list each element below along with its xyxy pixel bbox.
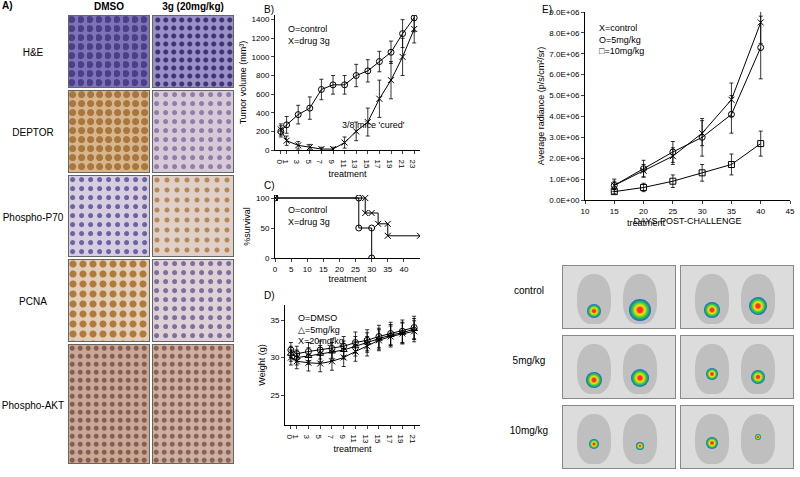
svg-text:5: 5 <box>304 160 313 165</box>
svg-text:7.0E+06: 7.0E+06 <box>549 50 580 59</box>
svg-text:19: 19 <box>396 435 405 444</box>
svg-text:800: 800 <box>256 71 270 80</box>
svg-text:treatment: treatment <box>328 169 367 179</box>
svg-text:0: 0 <box>285 435 294 440</box>
svg-text:13: 13 <box>361 435 370 444</box>
svg-text:2.0E+06: 2.0E+06 <box>549 154 580 163</box>
svg-text:3.0E+06: 3.0E+06 <box>549 133 580 142</box>
svg-text:21: 21 <box>408 435 417 444</box>
svg-text:30: 30 <box>698 207 707 216</box>
svg-text:4.0E+06: 4.0E+06 <box>549 112 580 121</box>
svg-text:3: 3 <box>292 160 301 165</box>
svg-text:O=controlX=drug 3g: O=controlX=drug 3g <box>288 205 330 227</box>
svg-text:1: 1 <box>291 435 300 440</box>
svg-text:15: 15 <box>610 207 619 216</box>
svg-text:40: 40 <box>399 265 408 274</box>
svg-text:8.0E+06: 8.0E+06 <box>549 29 580 38</box>
svg-text:7: 7 <box>326 435 335 440</box>
svg-text:17: 17 <box>373 160 382 169</box>
html-text:DEPTOR: DEPTOR <box>12 127 54 138</box>
svg-text:0: 0 <box>265 254 270 263</box>
svg-text:5: 5 <box>289 265 294 274</box>
html-text:Phospho-P70: Phospho-P70 <box>2 211 64 223</box>
svg-text:35: 35 <box>383 265 392 274</box>
svg-text:20: 20 <box>335 265 344 274</box>
svg-text:0: 0 <box>275 160 284 165</box>
svg-text:0.0E+00: 0.0E+00 <box>549 196 580 205</box>
svg-text:13: 13 <box>350 160 359 169</box>
svg-text:C): C) <box>264 180 275 191</box>
svg-text:3: 3 <box>302 435 311 440</box>
svg-text:3/8 mice 'cured': 3/8 mice 'cured' <box>342 120 405 130</box>
html-text:Phospho-AKT: Phospho-AKT <box>1 399 65 411</box>
svg-text:O=DMSO△=5mg/kgX=20mg/kg: O=DMSO△=5mg/kgX=20mg/kg <box>298 313 344 346</box>
html-text:H&E: H&E <box>22 47 44 58</box>
svg-text:17: 17 <box>385 435 394 444</box>
svg-text:100: 100 <box>256 194 270 203</box>
svg-text:5: 5 <box>314 435 323 440</box>
html-text:control: control <box>514 285 544 296</box>
svg-text:O=controlX=drug 3g: O=controlX=drug 3g <box>288 24 330 46</box>
html-text:A): A) <box>2 0 13 11</box>
svg-text:21: 21 <box>397 160 406 169</box>
svg-text:50: 50 <box>260 224 269 233</box>
svg-text:1200: 1200 <box>252 34 270 43</box>
svg-text:treatment: treatment <box>328 274 367 284</box>
html-text:PCNA: PCNA <box>19 296 47 307</box>
svg-text:9.0E+06: 9.0E+06 <box>549 8 580 17</box>
svg-text:Average radiance (p/s/cm²/sr): Average radiance (p/s/cm²/sr) <box>536 47 546 165</box>
svg-text:35: 35 <box>727 207 736 216</box>
svg-text:DAYS POST-CHALLENGE: DAYS POST-CHALLENGE <box>634 216 742 226</box>
html-text:3g (20mg/kg): 3g (20mg/kg) <box>162 1 224 12</box>
svg-text:0: 0 <box>273 265 278 274</box>
html-text:DMSO: DMSO <box>94 1 124 12</box>
svg-text:15: 15 <box>362 160 371 169</box>
svg-text:X=controlO=5mg/kg□=10mg/kg: X=controlO=5mg/kg□=10mg/kg <box>599 23 644 56</box>
svg-text:B): B) <box>264 4 274 15</box>
svg-text:25: 25 <box>270 391 279 400</box>
svg-text:9: 9 <box>338 435 347 440</box>
svg-text:1400: 1400 <box>252 15 270 24</box>
svg-text:30: 30 <box>367 265 376 274</box>
svg-text:10: 10 <box>303 265 312 274</box>
svg-text:6.0E+06: 6.0E+06 <box>549 70 580 79</box>
svg-text:25: 25 <box>351 265 360 274</box>
svg-text:treatment: treatment <box>333 444 372 454</box>
svg-text:11: 11 <box>349 435 358 444</box>
svg-text:%survival: %survival <box>242 207 252 246</box>
svg-text:25: 25 <box>668 207 677 216</box>
svg-text:45: 45 <box>786 207 795 216</box>
svg-text:1000: 1000 <box>252 53 270 62</box>
html-text:5mg/kg: 5mg/kg <box>512 355 546 366</box>
svg-text:35: 35 <box>270 316 279 325</box>
svg-text:treatment: treatment <box>627 218 666 228</box>
svg-text:30: 30 <box>270 353 279 362</box>
svg-text:1: 1 <box>281 160 290 165</box>
svg-text:23: 23 <box>408 160 417 169</box>
svg-text:5.0E+06: 5.0E+06 <box>549 91 580 100</box>
svg-text:1.0E+06: 1.0E+06 <box>549 175 580 184</box>
svg-text:40: 40 <box>756 207 765 216</box>
svg-text:7: 7 <box>315 160 324 165</box>
svg-text:11: 11 <box>339 160 348 169</box>
svg-text:15: 15 <box>319 265 328 274</box>
svg-text:19: 19 <box>385 160 394 169</box>
html-text:10mg/kg: 10mg/kg <box>509 425 549 436</box>
svg-text:E): E) <box>542 4 552 15</box>
svg-text:20: 20 <box>639 207 648 216</box>
svg-text:D): D) <box>264 290 275 301</box>
svg-text:Weight (g): Weight (g) <box>257 344 267 385</box>
svg-text:200: 200 <box>256 127 270 136</box>
svg-text:10: 10 <box>581 207 590 216</box>
svg-text:15: 15 <box>373 435 382 444</box>
svg-text:600: 600 <box>256 90 270 99</box>
svg-text:400: 400 <box>256 109 270 118</box>
svg-text:0: 0 <box>265 146 270 155</box>
svg-text:Tumor volume (mm³): Tumor volume (mm³) <box>238 41 248 125</box>
svg-text:9: 9 <box>327 160 336 165</box>
